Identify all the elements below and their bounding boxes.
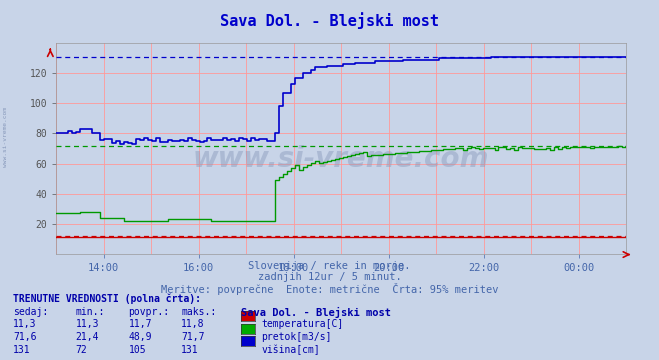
Text: www.si-vreme.com: www.si-vreme.com [193,145,489,173]
Text: www.si-vreme.com: www.si-vreme.com [3,107,8,167]
Text: Sava Dol. - Blejski most: Sava Dol. - Blejski most [241,307,391,318]
Text: Sava Dol. - Blejski most: Sava Dol. - Blejski most [220,13,439,30]
Text: 71,7: 71,7 [181,332,205,342]
Text: min.:: min.: [76,307,105,317]
Text: 131: 131 [13,345,31,355]
Text: 21,4: 21,4 [76,332,100,342]
Text: 71,6: 71,6 [13,332,37,342]
Text: TRENUTNE VREDNOSTI (polna črta):: TRENUTNE VREDNOSTI (polna črta): [13,293,201,304]
Text: 11,7: 11,7 [129,319,152,329]
Text: zadnjih 12ur / 5 minut.: zadnjih 12ur / 5 minut. [258,272,401,282]
Text: višina[cm]: višina[cm] [262,345,320,355]
Text: Meritve: povprečne  Enote: metrične  Črta: 95% meritev: Meritve: povprečne Enote: metrične Črta:… [161,283,498,294]
Text: 48,9: 48,9 [129,332,152,342]
Text: temperatura[C]: temperatura[C] [262,319,344,329]
Text: 11,3: 11,3 [13,319,37,329]
Text: povpr.:: povpr.: [129,307,169,317]
Text: 11,8: 11,8 [181,319,205,329]
Text: 131: 131 [181,345,199,355]
Text: sedaj:: sedaj: [13,307,48,317]
Text: 11,3: 11,3 [76,319,100,329]
Text: pretok[m3/s]: pretok[m3/s] [262,332,332,342]
Text: Slovenija / reke in morje.: Slovenija / reke in morje. [248,261,411,271]
Text: maks.:: maks.: [181,307,216,317]
Text: 105: 105 [129,345,146,355]
Text: 72: 72 [76,345,88,355]
